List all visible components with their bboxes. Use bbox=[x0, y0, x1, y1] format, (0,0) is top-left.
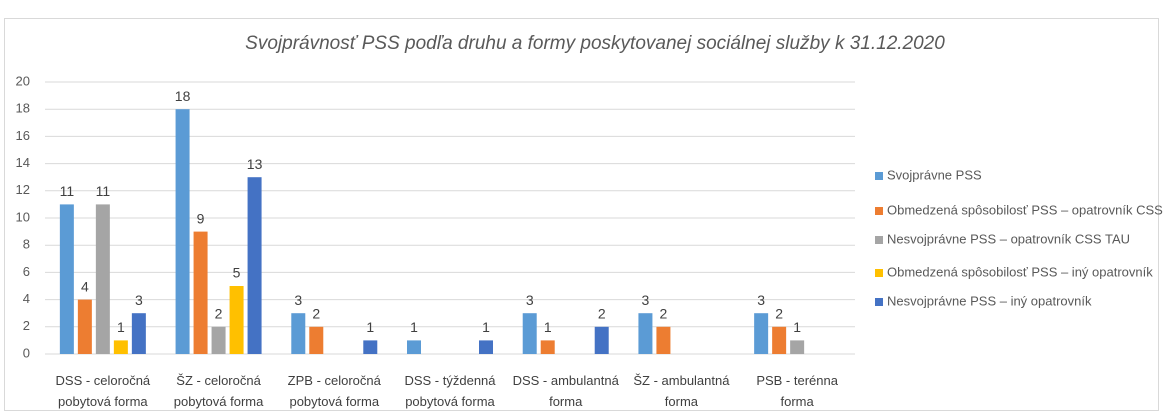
y-tick-label: 2 bbox=[23, 318, 30, 333]
bar bbox=[407, 340, 421, 354]
bar bbox=[754, 313, 769, 354]
data-label: 11 bbox=[60, 183, 75, 199]
data-label: 1 bbox=[482, 319, 490, 335]
bar bbox=[594, 326, 609, 354]
data-label: 5 bbox=[233, 265, 241, 281]
legend-swatch bbox=[875, 236, 883, 244]
data-label: 3 bbox=[757, 292, 765, 308]
bar bbox=[77, 299, 92, 354]
data-label: 2 bbox=[598, 306, 606, 322]
data-label: 3 bbox=[642, 292, 650, 308]
x-tick-label: PSB - terénna forma bbox=[756, 373, 838, 409]
bar bbox=[247, 177, 262, 354]
x-tick-label: DSS - týždenná pobytová forma bbox=[404, 373, 496, 409]
bar bbox=[131, 313, 146, 354]
y-tick-label: 16 bbox=[16, 128, 30, 143]
data-label: 1 bbox=[366, 319, 374, 335]
bar bbox=[656, 326, 671, 354]
data-label: 1 bbox=[410, 319, 418, 335]
y-tick-label: 4 bbox=[23, 291, 30, 306]
data-label: 3 bbox=[294, 292, 302, 308]
data-label: 2 bbox=[775, 306, 783, 322]
legend-swatch bbox=[875, 207, 883, 215]
y-tick-label: 12 bbox=[16, 182, 30, 197]
y-tick-label: 8 bbox=[23, 237, 30, 252]
bar bbox=[309, 326, 324, 354]
y-tick-label: 6 bbox=[23, 264, 30, 279]
y-tick-label: 10 bbox=[16, 209, 30, 224]
data-label: 1 bbox=[793, 319, 801, 335]
bar bbox=[522, 313, 537, 354]
x-tick-label: ŠZ - celoročná pobytová forma bbox=[173, 373, 264, 409]
data-label: 4 bbox=[81, 278, 89, 294]
legend-label: Obmedzená spôsobilosť PSS – opatrovník C… bbox=[887, 202, 1163, 217]
bar bbox=[540, 340, 555, 354]
legend-label: Svojprávne PSS bbox=[887, 167, 982, 182]
legend-label: Nesvojprávne PSS – iný opatrovník bbox=[887, 293, 1092, 308]
x-tick-label: DSS - ambulantná forma bbox=[512, 373, 619, 409]
data-label: 2 bbox=[660, 306, 668, 322]
data-label: 2 bbox=[215, 306, 223, 322]
data-label: 1 bbox=[117, 319, 125, 335]
bar bbox=[363, 340, 378, 354]
x-tick-label: ZPB - celoročná pobytová forma bbox=[287, 373, 381, 409]
bar bbox=[772, 326, 787, 354]
legend-swatch bbox=[875, 298, 883, 306]
bar bbox=[95, 204, 110, 354]
bar bbox=[479, 340, 493, 354]
data-label: 9 bbox=[197, 210, 205, 226]
bar bbox=[638, 313, 653, 354]
data-label: 11 bbox=[96, 183, 111, 199]
y-tick-label: 0 bbox=[23, 345, 30, 360]
data-label: 2 bbox=[312, 306, 320, 322]
bar bbox=[211, 326, 226, 354]
legend-label: Nesvojprávne PSS – opatrovník CSS TAU bbox=[887, 231, 1130, 246]
data-label: 18 bbox=[175, 88, 191, 104]
bar bbox=[59, 204, 74, 354]
y-tick-label: 18 bbox=[16, 101, 30, 116]
bar bbox=[113, 340, 128, 354]
data-label: 1 bbox=[544, 319, 552, 335]
y-tick-label: 14 bbox=[16, 155, 30, 170]
x-tick-label: ŠZ - ambulantná forma bbox=[633, 373, 730, 409]
bar bbox=[193, 231, 208, 354]
bar bbox=[790, 340, 805, 354]
y-tick-label: 20 bbox=[16, 73, 30, 88]
legend-label: Obmedzená spôsobilosť PSS – iný opatrovn… bbox=[887, 264, 1153, 279]
x-tick-label: DSS - celoročná pobytová forma bbox=[55, 373, 151, 409]
chart-title: Svojprávnosť PSS podľa druhu a formy pos… bbox=[245, 33, 945, 54]
bar bbox=[175, 109, 190, 354]
legend-swatch bbox=[875, 172, 883, 180]
data-label: 13 bbox=[247, 156, 263, 172]
legend-swatch bbox=[875, 269, 883, 277]
data-label: 3 bbox=[135, 292, 143, 308]
bar bbox=[291, 313, 306, 354]
bar bbox=[229, 286, 244, 354]
data-label: 3 bbox=[526, 292, 534, 308]
